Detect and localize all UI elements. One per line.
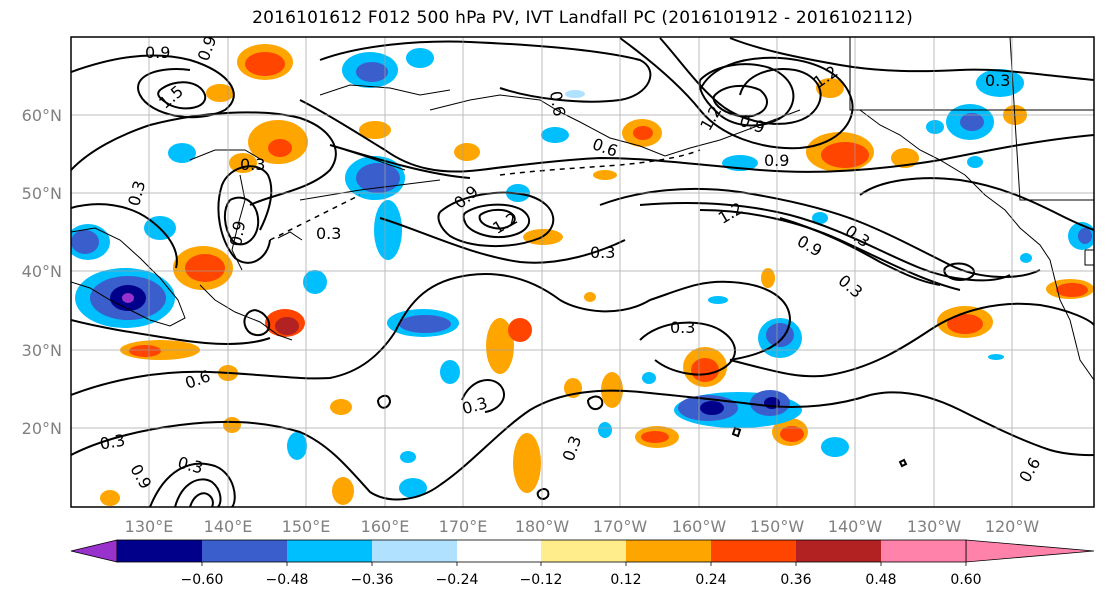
colorbar-segment — [117, 540, 202, 562]
lon-label: 170°E — [439, 517, 488, 536]
latitude-labels: 20°N 30°N 40°N 50°N 60°N — [22, 106, 62, 438]
contour-label: 0.9 — [764, 151, 789, 170]
colorbar-tick-label: 0.36 — [780, 572, 811, 588]
colorbar-ticks — [201, 562, 967, 566]
colorbar-max-extension — [965, 539, 1095, 563]
colorbar-segment — [541, 540, 626, 562]
colorbar-tick-label: 0.60 — [950, 572, 981, 588]
lat-label: 30°N — [22, 341, 62, 360]
lon-label: 120°W — [985, 517, 1040, 536]
colorbar-tick-label: −0.24 — [436, 572, 479, 588]
colorbar-tick-label: −0.60 — [181, 572, 224, 588]
map-frame — [70, 36, 1095, 508]
contour-label: 0.3 — [670, 318, 695, 337]
lat-label: 50°N — [22, 184, 62, 203]
lat-label: 20°N — [22, 419, 62, 438]
lon-label: 150°W — [750, 517, 805, 536]
colorbar-min-extension — [70, 539, 118, 563]
contour-label: 0.3 — [590, 243, 615, 262]
colorbar-tick-labels: −0.60 −0.48 −0.36 −0.24 −0.12 0.12 0.24 … — [181, 572, 982, 588]
longitude-labels: 130°E 140°E 150°E 160°E 170°E 180°W 170°… — [125, 517, 1040, 536]
lon-label: 140°W — [828, 517, 883, 536]
colorbar-segment — [202, 540, 287, 562]
contour-label: 0.3 — [985, 71, 1010, 90]
lat-label: 60°N — [22, 106, 62, 125]
contour-label: 0.9 — [145, 43, 170, 62]
map-title: 2016101612 F012 500 hPa PV, IVT Landfall… — [252, 8, 913, 28]
colorbar-tick-label: 0.12 — [610, 572, 641, 588]
lon-label: 130°E — [125, 517, 174, 536]
colorbar-segment — [457, 540, 541, 562]
lon-label: 170°W — [593, 517, 648, 536]
colorbar: −0.60 −0.48 −0.36 −0.24 −0.12 0.12 0.24 … — [70, 539, 1095, 588]
contour-label: 0.3 — [240, 155, 265, 174]
colorbar-segment — [711, 540, 796, 562]
contour-label: 0.9 — [226, 219, 249, 247]
pv-contours — [71, 37, 1094, 507]
contour-label: 0.3 — [98, 430, 126, 453]
colorbar-outline — [116, 539, 967, 563]
colorbar-segment — [881, 540, 966, 562]
positive-anomaly-fills — [100, 44, 1094, 506]
colorbar-tick-label: −0.36 — [351, 572, 394, 588]
colorbar-tick-label: −0.48 — [266, 572, 309, 588]
lon-label: 180°W — [515, 517, 570, 536]
colorbar-tick-label: 0.48 — [865, 572, 896, 588]
colorbar-segment — [287, 540, 372, 562]
contour-label: 0.6 — [546, 90, 569, 118]
colorbar-segment — [626, 540, 711, 562]
lon-label: 150°E — [282, 517, 331, 536]
lat-label: 40°N — [22, 262, 62, 281]
map-panel: 0.9 0.9 1.5 0.3 0.3 0.9 0.3 0.6 0.9 1.2 … — [71, 37, 1094, 507]
lon-label: 160°W — [672, 517, 727, 536]
colorbar-segment — [796, 540, 881, 562]
lon-label: 140°E — [204, 517, 253, 536]
colorbar-segment — [372, 540, 457, 562]
contour-label: 0.3 — [316, 224, 341, 243]
lon-label: 160°E — [361, 517, 410, 536]
colorbar-tick-label: −0.12 — [520, 572, 563, 588]
lon-label: 130°W — [907, 517, 962, 536]
graticule — [71, 37, 1094, 507]
colorbar-tick-label: 0.24 — [695, 572, 726, 588]
coastlines — [71, 37, 1094, 381]
negative-anomaly-fills — [71, 48, 1094, 498]
